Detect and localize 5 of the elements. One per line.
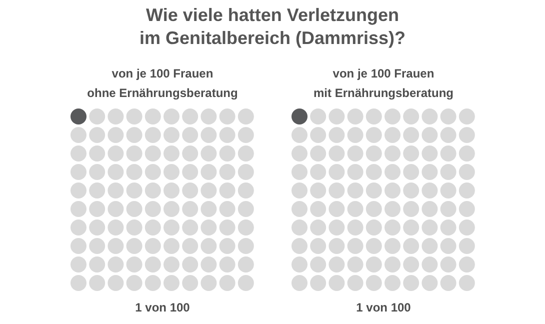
text: Wie viele hatten Verletzungen im Genitalbereich (Dammriss)? <box>139 4 406 49</box>
text: von je 100 Frauen mit Ernährungsberatung <box>313 66 454 100</box>
text: von je 100 Frauen ohne Ernährungsberatung <box>87 66 238 100</box>
data-label: 1 von 100 <box>356 300 412 314</box>
data-label: 1 von 100 <box>135 300 190 314</box>
